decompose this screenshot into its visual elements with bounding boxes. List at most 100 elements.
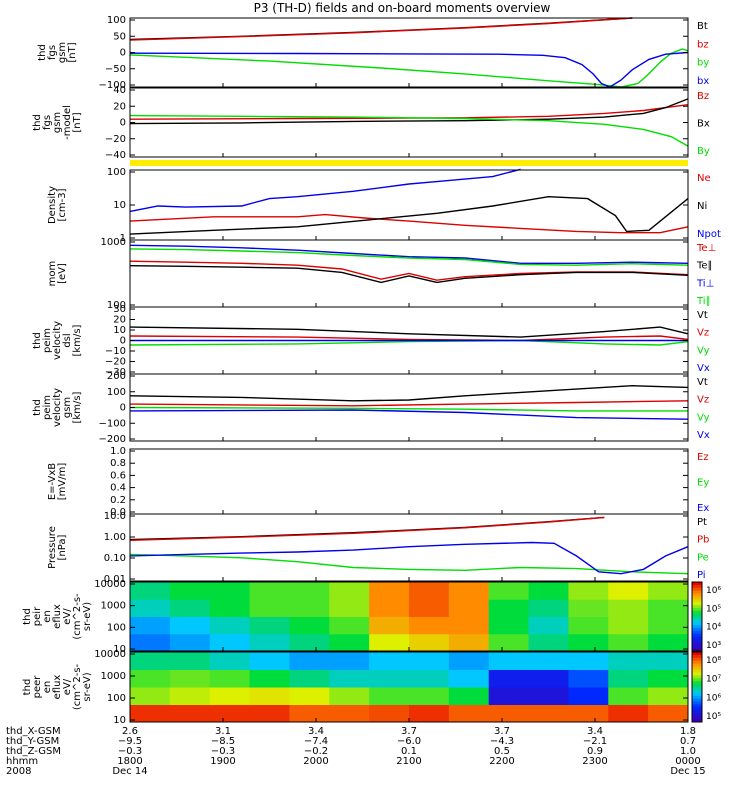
series-line-vt xyxy=(129,326,689,338)
panel-p6: Vt Vz Vy Vx 200 100 0 −100 −200 thd peim velocity gs… xyxy=(32,371,710,445)
y-axis-label: eV/ xyxy=(62,678,73,695)
y-tick-label: 30 xyxy=(113,304,126,315)
y-tick-label: 1000 xyxy=(101,601,126,612)
x-axis-value: 1.0 xyxy=(680,746,696,757)
colorbar-segment xyxy=(692,689,702,694)
y-axis-label: thd xyxy=(22,608,33,625)
heatmap-cell xyxy=(249,652,290,670)
colorbar-segment xyxy=(692,645,702,649)
x-axis-value: 0.7 xyxy=(680,736,696,747)
heatmap-cell xyxy=(568,687,609,705)
y-tick-label: 0 xyxy=(120,118,126,129)
legend-label: Bx xyxy=(697,119,710,130)
heatmap-cell xyxy=(568,652,609,670)
colorbar-segment xyxy=(692,701,702,705)
colorbar-tick-label: 10⁵ xyxy=(706,604,721,614)
heatmap-cell xyxy=(249,616,290,635)
legend-label: Te⊥ xyxy=(696,243,716,254)
legend-label: Vz xyxy=(697,395,709,406)
heatmap-cell xyxy=(130,633,171,652)
y-axis-label: peim xyxy=(42,395,53,420)
panel-frame xyxy=(129,448,689,515)
colorbar-tick-label: 10⁸ xyxy=(706,656,721,666)
y-axis-label: en xyxy=(42,681,53,694)
heatmap-cell xyxy=(568,704,609,723)
panel-p2: Bz Bx By 40 20 0 −20 −40 thd fgs gsm -model [nT] xyxy=(32,85,710,161)
series-line-by xyxy=(129,114,689,147)
colorbar-segment xyxy=(692,630,702,635)
x-axis-value: 1.8 xyxy=(680,726,696,737)
x-axis-value: 1900 xyxy=(210,756,235,767)
y-tick-label: 100 xyxy=(107,167,126,178)
y-axis-label: eflux xyxy=(52,604,63,629)
colorbar-segment xyxy=(692,582,702,586)
y-tick-label: 20 xyxy=(113,101,126,112)
heatmap-cell xyxy=(409,652,450,670)
heatmap-cell xyxy=(448,704,490,723)
heatmap-cell xyxy=(448,599,490,617)
heatmap-cell xyxy=(488,599,530,617)
heatmap-cell xyxy=(369,633,410,652)
y-axis-label: thd xyxy=(32,332,43,349)
heatmap-cell xyxy=(608,669,649,688)
y-tick-label: −20 xyxy=(105,357,126,368)
y-tick-label: 100 xyxy=(107,300,126,311)
y-tick-label: 1000 xyxy=(101,671,126,682)
colorbar-segment xyxy=(692,642,702,646)
legend-label: Pe xyxy=(697,552,709,563)
y-axis-label: Pressure xyxy=(47,526,58,569)
heatmap-cell xyxy=(528,582,569,600)
y-tick-label: 1000 xyxy=(101,237,126,248)
heatmap-cell xyxy=(289,633,330,652)
y-axis-label: Density xyxy=(47,186,58,224)
series-line-vt xyxy=(129,384,689,402)
heatmap-cell xyxy=(648,704,689,723)
legend-label: Ey xyxy=(697,478,709,489)
heatmap-cell xyxy=(329,652,370,670)
heatmap-cell xyxy=(369,704,410,723)
colorbar-segment xyxy=(692,663,702,668)
colorbar-segment xyxy=(692,716,702,720)
heatmap-cell xyxy=(329,669,370,688)
x-axis-value: 0.9 xyxy=(587,746,603,757)
heatmap-cell xyxy=(648,582,689,600)
heatmap-cell xyxy=(448,687,490,705)
x-axis-value: Dec 14 xyxy=(112,766,147,777)
x-axis-value: −0.2 xyxy=(304,746,328,757)
y-axis-label: (cm^2-s- xyxy=(72,663,83,710)
y-axis-label: [mV/m] xyxy=(57,463,68,501)
colorbar-frame xyxy=(691,581,703,652)
heatmap-cell xyxy=(329,616,370,635)
heatmap-cell xyxy=(209,687,251,705)
legend-label: by xyxy=(697,58,709,69)
colorbar-segment xyxy=(692,719,702,723)
y-axis-label: [nPa] xyxy=(57,534,68,560)
heatmap-cell xyxy=(329,582,370,600)
y-axis-label: velocity xyxy=(52,388,63,427)
heatmap-cell xyxy=(608,633,649,652)
x-axis-value: 3.4 xyxy=(308,726,324,737)
x-axis-value: −7.4 xyxy=(304,736,328,747)
heatmap-cell xyxy=(488,652,530,670)
y-axis-label: mom xyxy=(47,261,58,287)
heatmap-cell xyxy=(249,633,290,652)
legend-label: Vx xyxy=(697,430,710,441)
heatmap-cell xyxy=(648,687,689,705)
series-line-bx xyxy=(129,98,689,125)
y-tick-label: −10 xyxy=(105,346,126,357)
y-tick-label: 100 xyxy=(107,622,126,633)
heatmap-cell xyxy=(130,687,171,705)
x-axis-value: 3.4 xyxy=(587,726,603,737)
heatmap-cell xyxy=(608,599,649,617)
colorbar-segment xyxy=(692,625,702,629)
legend-label: Bt xyxy=(697,21,708,32)
heatmap-cell xyxy=(568,599,609,617)
panel-p9: 10⁶ 10⁵ 10⁴ 10³ 10000 1000 100 10 thd peir en eflux… xyxy=(22,579,721,655)
y-axis-label: [cm-3] xyxy=(57,188,68,221)
y-tick-label: 0 xyxy=(120,48,126,59)
x-axis-value: −9.5 xyxy=(118,736,142,747)
colorbar-segment xyxy=(692,602,702,606)
y-tick-label: 10 xyxy=(113,644,126,655)
y-tick-label: −50 xyxy=(105,64,126,75)
